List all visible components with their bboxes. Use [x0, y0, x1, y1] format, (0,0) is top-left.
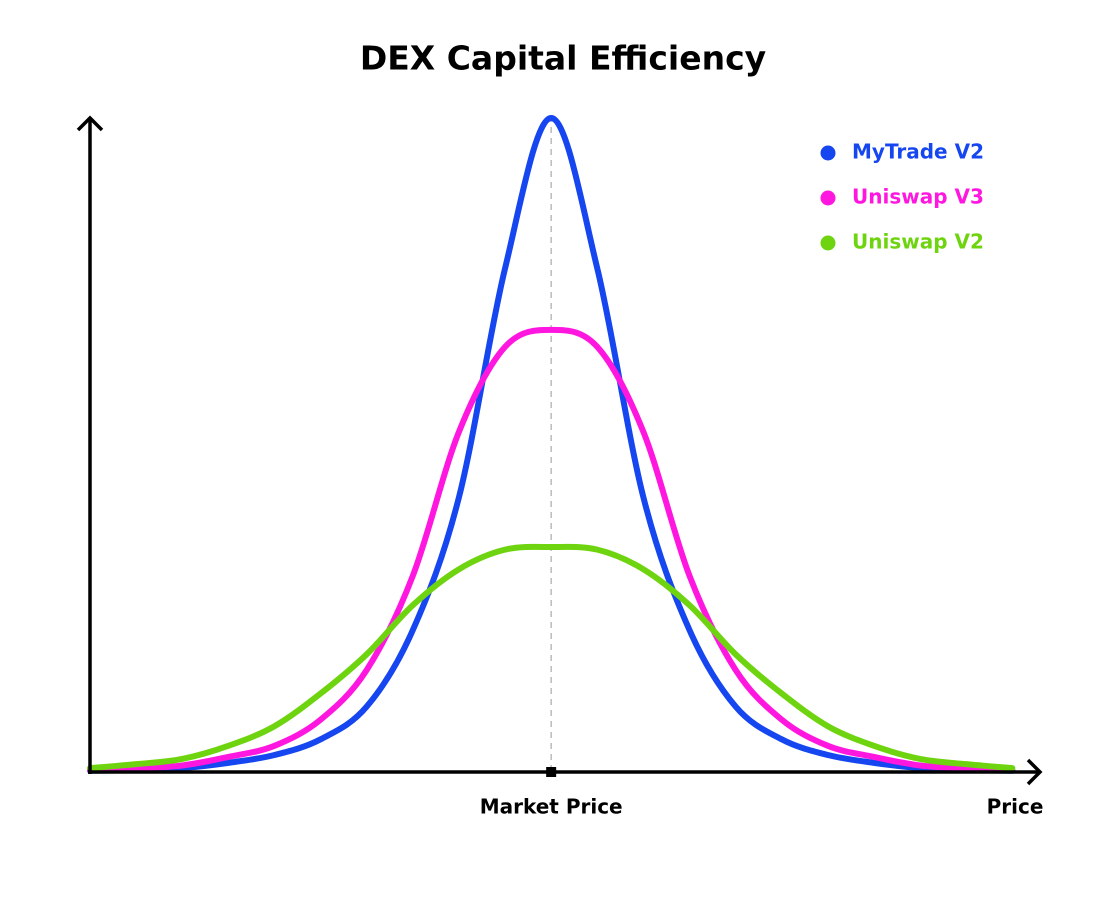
series-line: [87, 326, 1016, 774]
legend-marker: [820, 145, 836, 161]
series-line: [87, 114, 1016, 774]
chart-title: DEX Capital Efficiency: [360, 39, 766, 78]
x-axis-label: Price: [987, 795, 1044, 819]
legend-label: Uniswap V3: [852, 185, 984, 209]
x-axis-arrow: [1026, 758, 1043, 786]
legend-marker: [820, 190, 836, 206]
y-axis-arrow: [76, 115, 104, 132]
market-price-tick: [546, 767, 557, 777]
annotation-label: Market Price: [480, 795, 623, 819]
series-line: [87, 543, 1016, 772]
legend-marker: [820, 235, 836, 251]
legend-label: MyTrade V2: [852, 140, 984, 164]
legend-label: Uniswap V2: [852, 230, 984, 254]
